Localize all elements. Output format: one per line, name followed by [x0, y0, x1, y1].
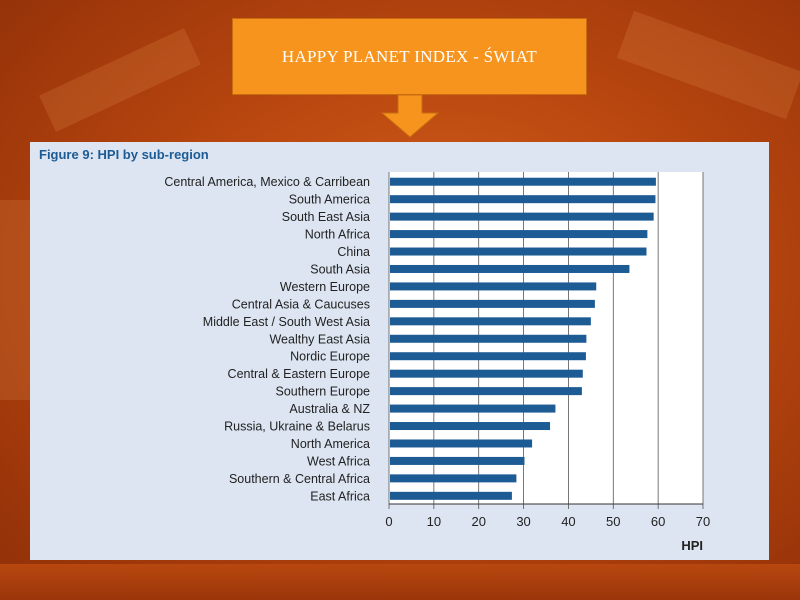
bar-chart: 0 10 20 30 40 50 60 70 Central America, Mexico &…	[164, 172, 710, 553]
y-tick-label: West Africa	[307, 454, 370, 468]
bar	[390, 317, 591, 326]
bar	[390, 264, 630, 273]
chart-panel: Figure 9: HPI by sub-region 0 10 20 30 40 50 6…	[30, 142, 769, 560]
y-tick-label: South East Asia	[282, 210, 370, 224]
y-tick-label: Central Asia & Caucuses	[232, 297, 370, 311]
bar	[390, 177, 656, 186]
bar	[390, 299, 595, 308]
y-tick-label: Wealthy East Asia	[269, 332, 370, 346]
down-arrow-icon	[380, 95, 440, 138]
bar	[390, 474, 517, 483]
x-tick-label: 50	[606, 514, 620, 529]
background-shape	[0, 200, 30, 400]
bar	[390, 439, 533, 448]
x-tick-label: 10	[427, 514, 441, 529]
x-tick-label: 40	[561, 514, 575, 529]
x-tick-label: 0	[385, 514, 392, 529]
bar	[390, 212, 654, 221]
y-tick-label: Russia, Ukraine & Belarus	[224, 420, 370, 434]
bar	[390, 422, 551, 431]
bar	[390, 247, 647, 256]
x-tick-label: 20	[471, 514, 485, 529]
slide-title-banner: HAPPY PLANET INDEX - ŚWIAT	[232, 18, 587, 95]
bar	[390, 282, 597, 291]
x-axis-label: HPI	[681, 538, 703, 553]
bottom-band	[0, 564, 800, 600]
background-shape	[616, 10, 800, 120]
bar	[390, 387, 582, 396]
bar	[390, 369, 583, 378]
y-tick-label: South Asia	[310, 262, 370, 276]
y-tick-label: Central & Eastern Europe	[228, 367, 370, 381]
y-tick-label: Nordic Europe	[290, 350, 370, 364]
bar	[390, 404, 556, 413]
y-tick-label: North America	[291, 437, 370, 451]
y-tick-label: East Africa	[310, 489, 370, 503]
x-tick-label: 60	[651, 514, 665, 529]
y-tick-label: South America	[289, 193, 370, 207]
y-tick-label: Australia & NZ	[289, 402, 370, 416]
bar	[390, 334, 587, 343]
bar	[390, 491, 512, 500]
bar	[390, 456, 525, 465]
x-tick-label: 30	[516, 514, 530, 529]
y-tick-label: Southern Europe	[275, 385, 370, 399]
y-tick-label: Central America, Mexico & Carribean	[164, 175, 370, 189]
y-tick-label: Western Europe	[280, 280, 370, 294]
bar	[390, 195, 656, 204]
bar	[390, 352, 586, 361]
bar	[390, 230, 648, 239]
y-tick-label: China	[337, 245, 370, 259]
y-tick-label: Southern & Central Africa	[229, 472, 370, 486]
slide-title: HAPPY PLANET INDEX - ŚWIAT	[281, 46, 538, 66]
chart-title: Figure 9: HPI by sub-region	[39, 147, 209, 162]
y-tick-label: Middle East / South West Asia	[203, 315, 370, 329]
y-tick-label: North Africa	[305, 228, 370, 242]
x-tick-label: 70	[696, 514, 710, 529]
background-shape	[39, 28, 201, 132]
